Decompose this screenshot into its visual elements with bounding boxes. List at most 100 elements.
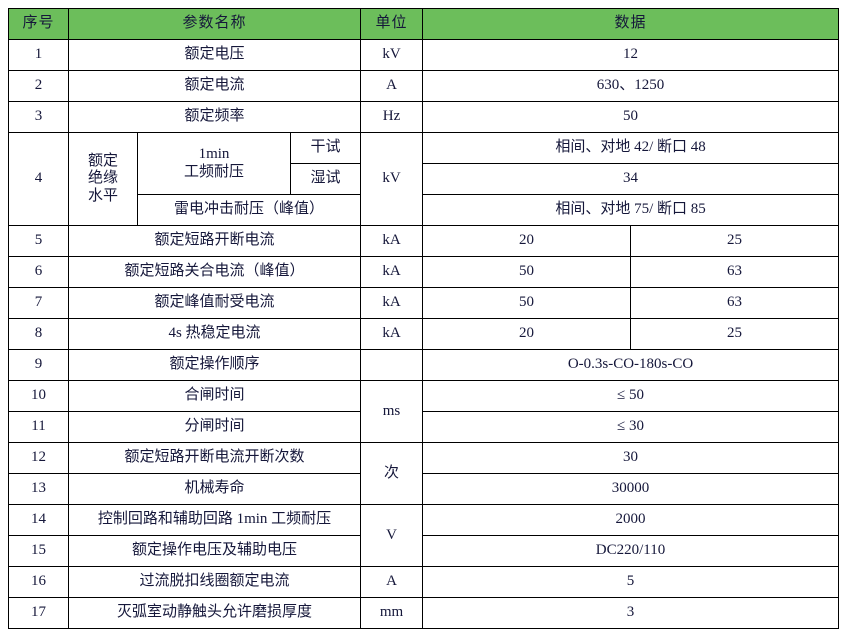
ac-withstand-label-line1: 1min [198, 146, 230, 163]
param-value: DC220/110 [422, 535, 840, 567]
table-row: 3 额定频率 Hz 50 [8, 101, 840, 133]
param-unit [360, 349, 424, 381]
param-unit: kA [360, 287, 424, 319]
row-number: 15 [8, 535, 69, 567]
param-value-b: 63 [630, 256, 840, 288]
param-unit-volt: V [360, 504, 424, 567]
param-name: 额定电流 [67, 70, 362, 102]
header-cell-data: 数据 [422, 8, 840, 40]
table-row: 5 额定短路开断电流 kA 20 25 [8, 225, 840, 257]
row-number: 4 [8, 132, 69, 226]
param-value-a: 50 [422, 256, 632, 288]
param-value: ≤ 30 [422, 411, 840, 443]
param-name: 过流脱扣线圈额定电流 [67, 566, 362, 598]
table-row-insulation-dry: 4 额定 绝缘 水平 1min 工频耐压 干试 kV 相间、对地 42/ 断口 … [8, 132, 840, 226]
insulation-level-label: 额定 绝缘 水平 [68, 132, 138, 226]
row-number: 6 [8, 256, 69, 288]
insulation-level-line1: 额定 [87, 153, 118, 170]
row-number: 13 [8, 473, 69, 505]
param-unit: A [360, 70, 424, 102]
row-number: 10 [8, 380, 69, 412]
table-row-impulse: 雷电冲击耐压（峰值） 相间、对地 75/ 断口 85 [9, 194, 840, 226]
table-row: 15 额定操作电压及辅助电压 DC220/110 [8, 535, 840, 567]
header-row: 序号 参数名称 单位 数据 [8, 8, 840, 40]
dry-test-value: 相间、对地 42/ 断口 48 [422, 132, 840, 164]
param-unit: kV [360, 132, 424, 226]
table-row: 13 机械寿命 30000 [8, 473, 840, 505]
param-name: 合闸时间 [67, 380, 362, 412]
dry-test-label: 干试 [289, 132, 362, 164]
param-unit: mm [360, 597, 424, 629]
param-name: 控制回路和辅助回路 1min 工频耐压 [67, 504, 362, 536]
row-number: 7 [8, 287, 69, 319]
table-body: 1 额定电压 kV 12 2 额定电流 A 630、1250 3 额定频率 Hz… [8, 39, 840, 629]
param-name: 额定操作顺序 [67, 349, 362, 381]
param-name: 额定短路开断电流开断次数 [67, 442, 362, 474]
ac-withstand-label-line2: 工频耐压 [183, 163, 244, 180]
impulse-withstand-label: 雷电冲击耐压（峰值） [136, 194, 362, 226]
param-value: 30 [422, 442, 840, 474]
table-row: 7 额定峰值耐受电流 kA 50 63 [8, 287, 840, 319]
row-number: 3 [8, 101, 69, 133]
row-number: 8 [8, 318, 69, 350]
param-name: 额定操作电压及辅助电压 [67, 535, 362, 567]
param-unit: kA [360, 318, 424, 350]
row-number: 16 [8, 566, 69, 598]
table-row: 6 额定短路关合电流（峰值） kA 50 63 [8, 256, 840, 288]
param-value-a: 50 [422, 287, 632, 319]
insulation-level-line2: 绝缘 [87, 170, 118, 187]
param-name: 机械寿命 [67, 473, 362, 505]
table-row: 2 额定电流 A 630、1250 [8, 70, 840, 102]
param-value: 50 [422, 101, 840, 133]
table-row: 17 灭弧室动静触头允许磨损厚度 mm 3 [8, 597, 840, 629]
row-number: 2 [8, 70, 69, 102]
wet-test-value: 34 [422, 163, 840, 195]
param-name: 额定短路关合电流（峰值） [67, 256, 362, 288]
param-value: 3 [422, 597, 840, 629]
row-number: 1 [8, 39, 69, 71]
technical-parameters-table: 序号 参数名称 单位 数据 1 额定电压 kV 12 2 额定电流 A 630、… [8, 8, 840, 629]
param-name: 额定短路开断电流 [67, 225, 362, 257]
wet-test-label: 湿试 [289, 163, 362, 195]
param-unit: kA [360, 256, 424, 288]
param-name: 4s 热稳定电流 [67, 318, 362, 350]
param-value-b: 63 [630, 287, 840, 319]
ac-withstand-label: 1min 工频耐压 [137, 132, 291, 195]
param-name: 额定频率 [67, 101, 362, 133]
param-value: 30000 [422, 473, 840, 505]
param-value: 5 [422, 566, 840, 598]
param-value: 630、1250 [422, 70, 840, 102]
param-name: 额定峰值耐受电流 [67, 287, 362, 319]
param-value: ≤ 50 [422, 380, 840, 412]
param-unit: A [360, 566, 424, 598]
param-unit: Hz [360, 101, 424, 133]
param-value-a: 20 [422, 318, 632, 350]
param-unit: kV [360, 39, 424, 71]
header-cell-unit: 单位 [360, 8, 424, 40]
param-unit-times: 次 [360, 442, 424, 505]
row-number: 12 [8, 442, 69, 474]
table-row: 10 合闸时间 ms ≤ 50 [8, 380, 840, 443]
table-row: 9 额定操作顺序 O-0.3s-CO-180s-CO [8, 349, 840, 381]
impulse-withstand-value: 相间、对地 75/ 断口 85 [422, 194, 840, 226]
header-cell-param-name: 参数名称 [67, 8, 362, 40]
row-number: 14 [8, 504, 69, 536]
table-row: 8 4s 热稳定电流 kA 20 25 [8, 318, 840, 350]
table-row: 12 额定短路开断电流开断次数 次 30 [8, 442, 840, 505]
param-value-a: 20 [422, 225, 632, 257]
row-number: 11 [8, 411, 69, 443]
param-value-b: 25 [630, 225, 840, 257]
param-name: 分闸时间 [67, 411, 362, 443]
param-value: 2000 [422, 504, 840, 536]
table-row: 11 分闸时间 ≤ 30 [8, 411, 840, 443]
table-row: 16 过流脱扣线圈额定电流 A 5 [8, 566, 840, 598]
param-name: 额定电压 [67, 39, 362, 71]
table-header: 序号 参数名称 单位 数据 [8, 8, 840, 40]
param-name: 灭弧室动静触头允许磨损厚度 [67, 597, 362, 629]
param-unit: kA [360, 225, 424, 257]
param-value: 12 [422, 39, 840, 71]
row-number: 17 [8, 597, 69, 629]
row-number: 5 [8, 225, 69, 257]
table-row: 1 额定电压 kV 12 [8, 39, 840, 71]
